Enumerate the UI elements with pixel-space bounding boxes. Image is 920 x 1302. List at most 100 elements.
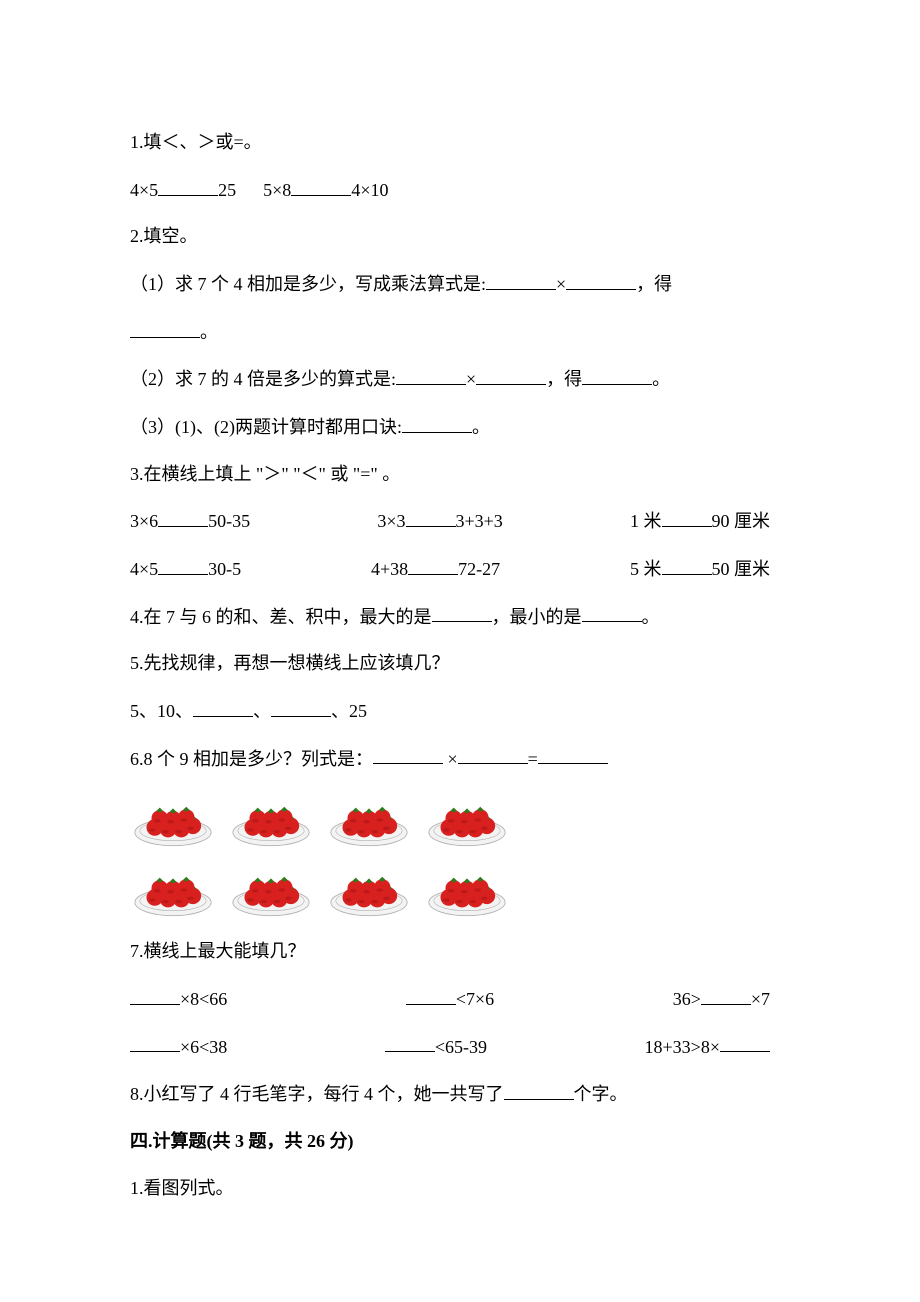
q6-blank-a[interactable] xyxy=(373,744,443,765)
q3-r2c2-blank[interactable] xyxy=(408,554,458,575)
q1-e2-right: 4×10 xyxy=(351,180,388,200)
q2-s2-blank-c[interactable] xyxy=(582,364,652,385)
q3-r2c2b: 72-27 xyxy=(458,559,500,579)
q7-r2c1-blank[interactable] xyxy=(130,1032,180,1053)
q3-r1c3b: 90 厘米 xyxy=(712,511,771,531)
q8-a: 8.小红写了 4 行毛笔字，每行 4 个，她一共写了 xyxy=(130,1084,504,1104)
q5-seq: 5、10、、、25 xyxy=(130,696,790,726)
tomato-plate-icon xyxy=(228,861,314,919)
q4-blank-b[interactable] xyxy=(582,602,642,623)
q3-r2c1b: 30-5 xyxy=(208,559,241,579)
q4-b: ，最小的是 xyxy=(492,606,582,626)
q4: 4.在 7 与 6 的和、差、积中，最大的是，最小的是。 xyxy=(130,602,790,632)
q1-title: 1.填＜、＞或=。 xyxy=(130,128,790,157)
q5-seq-blank-b[interactable] xyxy=(271,696,331,717)
q2-s1-blank-c[interactable] xyxy=(130,317,200,338)
q7-r2c1-text: ×6<38 xyxy=(180,1036,227,1056)
q7-r1c3a: 36> xyxy=(673,989,701,1009)
q3-r1c3a: 1 米 xyxy=(630,511,662,531)
q3-r1c2a: 3×3 xyxy=(377,511,405,531)
q2-s1-blank-a[interactable] xyxy=(486,269,556,290)
q7-row1: ×8<66 <7×6 36>×7 xyxy=(130,984,770,1014)
q2-s2-tail: ，得 xyxy=(546,369,582,389)
q3-r2c3b: 50 厘米 xyxy=(712,559,771,579)
q3-title: 3.在横线上填上 "＞" "＜" 或 "=" 。 xyxy=(130,460,790,489)
q6: 6.8 个 9 相加是多少？列式是： × = xyxy=(130,744,790,774)
q7-r2c3a: 18+33>8× xyxy=(645,1036,720,1056)
q7-r2c2: <65-39 xyxy=(385,1032,487,1062)
tomato-row xyxy=(130,861,790,919)
q2-s1-tail: ，得 xyxy=(636,274,672,294)
q2-s2-times: × xyxy=(466,369,476,389)
q3-r1c2b: 3+3+3 xyxy=(456,511,503,531)
q1-e2-left: 5×8 xyxy=(263,180,291,200)
q5-seq-blank-a[interactable] xyxy=(193,696,253,717)
q1-e1-left: 4×5 xyxy=(130,180,158,200)
q1-expr1: 4×525 xyxy=(130,180,241,200)
q5-title: 5.先找规律，再想一想横线上应该填几？ xyxy=(130,649,790,678)
q7-r1c2-blank[interactable] xyxy=(406,984,456,1005)
q3-row1: 3×6 50-35 3×3 3+3+3 1 米 90 厘米 xyxy=(130,506,770,536)
q8: 8.小红写了 4 行毛笔字，每行 4 个，她一共写了 个字。 xyxy=(130,1079,790,1109)
q2-s3-period: 。 xyxy=(472,417,490,437)
tomato-plate-icon xyxy=(424,861,510,919)
q2-s2-period: 。 xyxy=(652,369,670,389)
q7-r2c3: 18+33>8× xyxy=(645,1032,770,1062)
tomato-plate-icon xyxy=(424,791,510,849)
q5-seq-a: 5、10、 xyxy=(130,701,193,721)
q7-r1c2-text: <7×6 xyxy=(456,989,494,1009)
q1-expressions: 4×525 5×8 4×10 xyxy=(130,175,790,205)
q3-r1c3: 1 米 90 厘米 xyxy=(630,506,770,536)
q3-r2c3: 5 米 50 厘米 xyxy=(630,554,770,584)
q7-r1c3-blank[interactable] xyxy=(701,984,751,1005)
q7-r2c2-blank[interactable] xyxy=(385,1032,435,1053)
q1-e2-blank[interactable] xyxy=(291,175,351,196)
q7-title: 7.横线上最大能填几？ xyxy=(130,937,790,966)
q3-r1c1b: 50-35 xyxy=(208,511,250,531)
q3-row2: 4×5 30-5 4+38 72-27 5 米 50 厘米 xyxy=(130,554,770,584)
q3-r2c1: 4×5 30-5 xyxy=(130,554,241,584)
q7-r1c2: <7×6 xyxy=(406,984,494,1014)
q2-s1-blank-b[interactable] xyxy=(566,269,636,290)
q2-sub2: （2）求 7 的 4 倍是多少的算式是:×，得。 xyxy=(130,364,790,394)
tomato-grid xyxy=(130,791,790,919)
q3-r1c1-blank[interactable] xyxy=(158,506,208,527)
q3-r1c2-blank[interactable] xyxy=(406,506,456,527)
q6-times: × xyxy=(448,748,458,768)
q6-text: 6.8 个 9 相加是多少？列式是： xyxy=(130,748,373,768)
q1-e1-blank[interactable] xyxy=(158,175,218,196)
q5-seq-sep: 、 xyxy=(253,701,271,721)
q7-r1c1-text: ×8<66 xyxy=(180,989,227,1009)
q6-blank-b[interactable] xyxy=(458,744,528,765)
q3-r1c3-blank[interactable] xyxy=(662,506,712,527)
q7-r1c1: ×8<66 xyxy=(130,984,227,1014)
q3-r2c1-blank[interactable] xyxy=(158,554,208,575)
tomato-plate-icon xyxy=(130,861,216,919)
q2-sub3: （3）(1)、(2)两题计算时都用口诀: 。 xyxy=(130,412,790,442)
q2-s2-blank-b[interactable] xyxy=(476,364,546,385)
tomato-plate-icon xyxy=(130,791,216,849)
q6-blank-c[interactable] xyxy=(538,744,608,765)
q2-sub1-line2: 。 xyxy=(130,317,790,347)
q7-r1c1-blank[interactable] xyxy=(130,984,180,1005)
q3-r1c1a: 3×6 xyxy=(130,511,158,531)
tomato-plate-icon xyxy=(228,791,314,849)
q3-r1c1: 3×6 50-35 xyxy=(130,506,250,536)
q3-r2c3a: 5 米 xyxy=(630,559,662,579)
q7-r2c1: ×6<38 xyxy=(130,1032,227,1062)
q4-blank-a[interactable] xyxy=(432,602,492,623)
q2-sub3-text: （3）(1)、(2)两题计算时都用口诀: xyxy=(130,417,402,437)
q2-s3-blank[interactable] xyxy=(402,412,472,433)
q2-sub1-text: （1）求 7 个 4 相加是多少，写成乘法算式是: xyxy=(130,274,486,294)
q2-sub1: （1）求 7 个 4 相加是多少，写成乘法算式是:×，得 xyxy=(130,269,790,299)
q3-r2c2a: 4+38 xyxy=(371,559,408,579)
q7-r2c3-blank[interactable] xyxy=(720,1032,770,1053)
q3-r2c1a: 4×5 xyxy=(130,559,158,579)
q8-b: 个字。 xyxy=(574,1084,628,1104)
q2-s2-blank-a[interactable] xyxy=(396,364,466,385)
q8-blank[interactable] xyxy=(504,1079,574,1100)
q6-eq: = xyxy=(528,748,538,768)
q3-r2c3-blank[interactable] xyxy=(662,554,712,575)
q1-expr2: 5×8 4×10 xyxy=(263,180,388,200)
q7-row2: ×6<38 <65-39 18+33>8× xyxy=(130,1032,770,1062)
